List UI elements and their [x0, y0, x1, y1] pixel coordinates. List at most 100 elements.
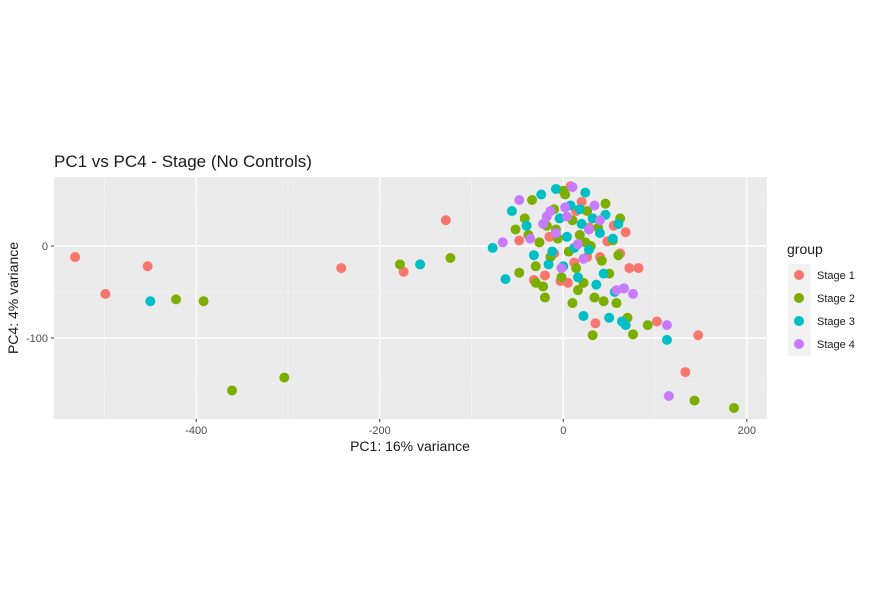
- plot-panel: [54, 177, 767, 419]
- data-point: [561, 231, 572, 242]
- data-point: [591, 279, 602, 290]
- data-point: [525, 233, 536, 244]
- data-point: [528, 250, 539, 261]
- data-point: [611, 298, 622, 309]
- data-point: [689, 395, 700, 406]
- data-point: [624, 263, 635, 274]
- data-point: [620, 320, 631, 331]
- data-point: [227, 385, 238, 396]
- data-point: [556, 272, 567, 283]
- series-stage-4: [497, 182, 674, 401]
- data-point: [536, 189, 547, 200]
- y-tick-label: -100: [26, 333, 48, 345]
- legend-key-swatch: [794, 339, 804, 349]
- data-point: [633, 263, 644, 274]
- data-point: [440, 215, 451, 226]
- data-point: [145, 296, 156, 307]
- data-point: [514, 267, 525, 278]
- data-point: [583, 224, 594, 235]
- data-point: [567, 298, 578, 309]
- data-point: [642, 320, 653, 331]
- data-point: [556, 263, 567, 274]
- data-point: [550, 228, 561, 239]
- data-point: [580, 187, 591, 198]
- data-point: [693, 330, 704, 341]
- data-point: [70, 252, 81, 263]
- data-point: [572, 239, 583, 250]
- legend-title: group: [787, 241, 823, 257]
- data-point: [539, 270, 550, 281]
- data-point: [560, 202, 571, 213]
- x-tick-label: -200: [369, 425, 391, 437]
- data-point: [543, 259, 554, 270]
- data-point: [510, 224, 521, 235]
- data-point: [539, 292, 550, 303]
- data-point: [587, 330, 598, 341]
- data-point: [398, 266, 409, 277]
- data-point: [576, 218, 587, 229]
- data-point: [620, 227, 631, 238]
- data-point: [547, 246, 558, 257]
- data-point: [613, 218, 624, 229]
- data-point: [567, 182, 578, 193]
- data-point: [598, 296, 609, 307]
- data-point: [506, 206, 517, 217]
- data-point: [142, 261, 153, 272]
- legend-items: Stage 1 Stage 2 Stage 3 Stage 4: [788, 264, 855, 356]
- data-point: [100, 288, 111, 299]
- data-point: [534, 237, 545, 248]
- data-point: [628, 288, 639, 299]
- data-points: [70, 181, 739, 413]
- legend-item-label: Stage 3: [817, 316, 855, 328]
- major-gridlines: [54, 177, 767, 419]
- data-point: [604, 312, 615, 323]
- data-point: [336, 263, 347, 274]
- data-point: [590, 318, 601, 329]
- data-point: [394, 259, 405, 270]
- legend-item-label: Stage 4: [817, 339, 855, 351]
- data-point: [651, 316, 662, 327]
- data-point: [596, 255, 607, 266]
- legend-item-label: Stage 1: [817, 270, 855, 282]
- x-tick-label: 0: [560, 425, 566, 437]
- data-point: [628, 329, 639, 340]
- panel-background: [54, 177, 767, 419]
- data-point: [550, 183, 561, 194]
- data-point: [663, 390, 674, 401]
- data-point: [594, 215, 605, 226]
- data-point: [574, 229, 585, 240]
- data-point: [445, 252, 456, 263]
- legend-item-label: Stage 2: [817, 293, 855, 305]
- data-point: [530, 261, 541, 272]
- data-point: [415, 259, 426, 270]
- data-point: [618, 283, 629, 294]
- data-point: [600, 198, 611, 209]
- y-axis-title: PC4: 4% variance: [5, 242, 21, 354]
- x-tick-label: 200: [738, 425, 756, 437]
- data-point: [198, 296, 209, 307]
- data-point: [607, 233, 618, 244]
- legend-key-swatch: [794, 270, 804, 280]
- legend: group Stage 1 Stage 2 Stage 3 Stage 4: [787, 241, 855, 356]
- data-point: [574, 204, 585, 215]
- data-point: [583, 244, 594, 255]
- data-point: [497, 237, 508, 248]
- data-point: [279, 372, 290, 383]
- legend-key-swatch: [794, 316, 804, 326]
- series-stage-2: [171, 185, 739, 413]
- data-point: [527, 195, 538, 206]
- legend-key-swatch: [794, 293, 804, 303]
- data-point: [613, 250, 624, 261]
- data-point: [487, 242, 498, 253]
- chart-title: PC1 vs PC4 - Stage (No Controls): [54, 152, 312, 171]
- minor-gridlines: [54, 177, 767, 419]
- data-point: [589, 200, 600, 211]
- data-point: [598, 268, 609, 279]
- x-axis-ticks: -400 -200 0 200: [185, 419, 756, 437]
- y-tick-label: 0: [42, 241, 48, 253]
- data-point: [578, 253, 589, 264]
- data-point: [521, 220, 532, 231]
- data-point: [571, 263, 582, 274]
